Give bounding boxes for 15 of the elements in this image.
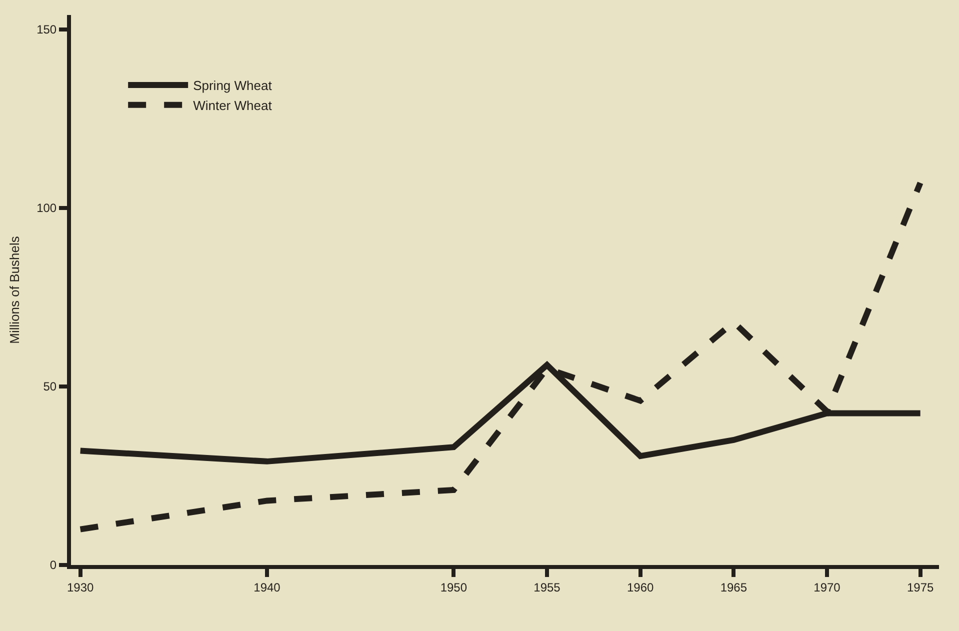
x-tick-label: 1975 — [906, 580, 934, 594]
x-tick-label: 1955 — [534, 580, 561, 594]
x-tick-label: 1950 — [440, 580, 468, 594]
x-tick-label: 1940 — [254, 580, 281, 594]
x-tick-label: 1965 — [720, 580, 748, 594]
y-tick-label: 0 — [50, 558, 57, 572]
x-tick-label: 1960 — [626, 580, 654, 594]
y-axis-title: Millions of Bushels — [7, 236, 22, 344]
x-tick-label: 1930 — [66, 580, 94, 594]
y-tick-label: 50 — [43, 380, 57, 394]
legend-label: Spring Wheat — [193, 78, 272, 94]
y-tick-label: 150 — [36, 22, 57, 36]
legend-label: Winter Wheat — [193, 98, 272, 113]
x-tick-label: 1970 — [814, 580, 841, 594]
y-tick-label: 100 — [36, 201, 57, 216]
